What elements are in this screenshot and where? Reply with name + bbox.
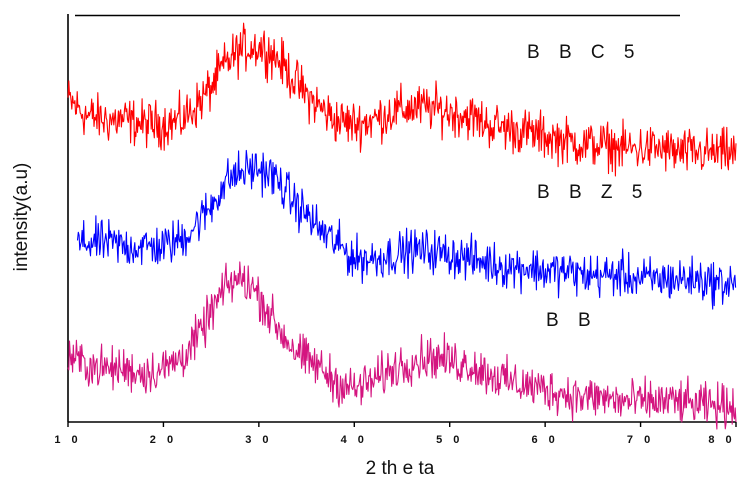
series-label-bb: B B — [546, 310, 598, 331]
series-label-bbz5: B B Z 5 — [537, 182, 649, 203]
y-axis-title: intensity(a.u) — [11, 163, 32, 272]
x-tick-label: 2 0 — [150, 434, 177, 446]
x-tick-label: 6 0 — [531, 434, 558, 446]
x-axis-title: 2 th e ta — [366, 458, 435, 479]
x-tick-label: 5 0 — [436, 434, 463, 446]
x-tick-label: 1 0 — [54, 434, 81, 446]
x-tick-label: 7 0 — [627, 434, 654, 446]
series-line-bbz5 — [76, 149, 737, 310]
x-tick-label: 3 0 — [245, 434, 272, 446]
x-tick-label: 8 0 — [708, 434, 735, 446]
series-line-bbc5 — [67, 22, 737, 177]
series-label-bbc5: B B C 5 — [527, 42, 641, 63]
series-line-bb — [67, 261, 737, 430]
x-tick-label: 4 0 — [341, 434, 368, 446]
